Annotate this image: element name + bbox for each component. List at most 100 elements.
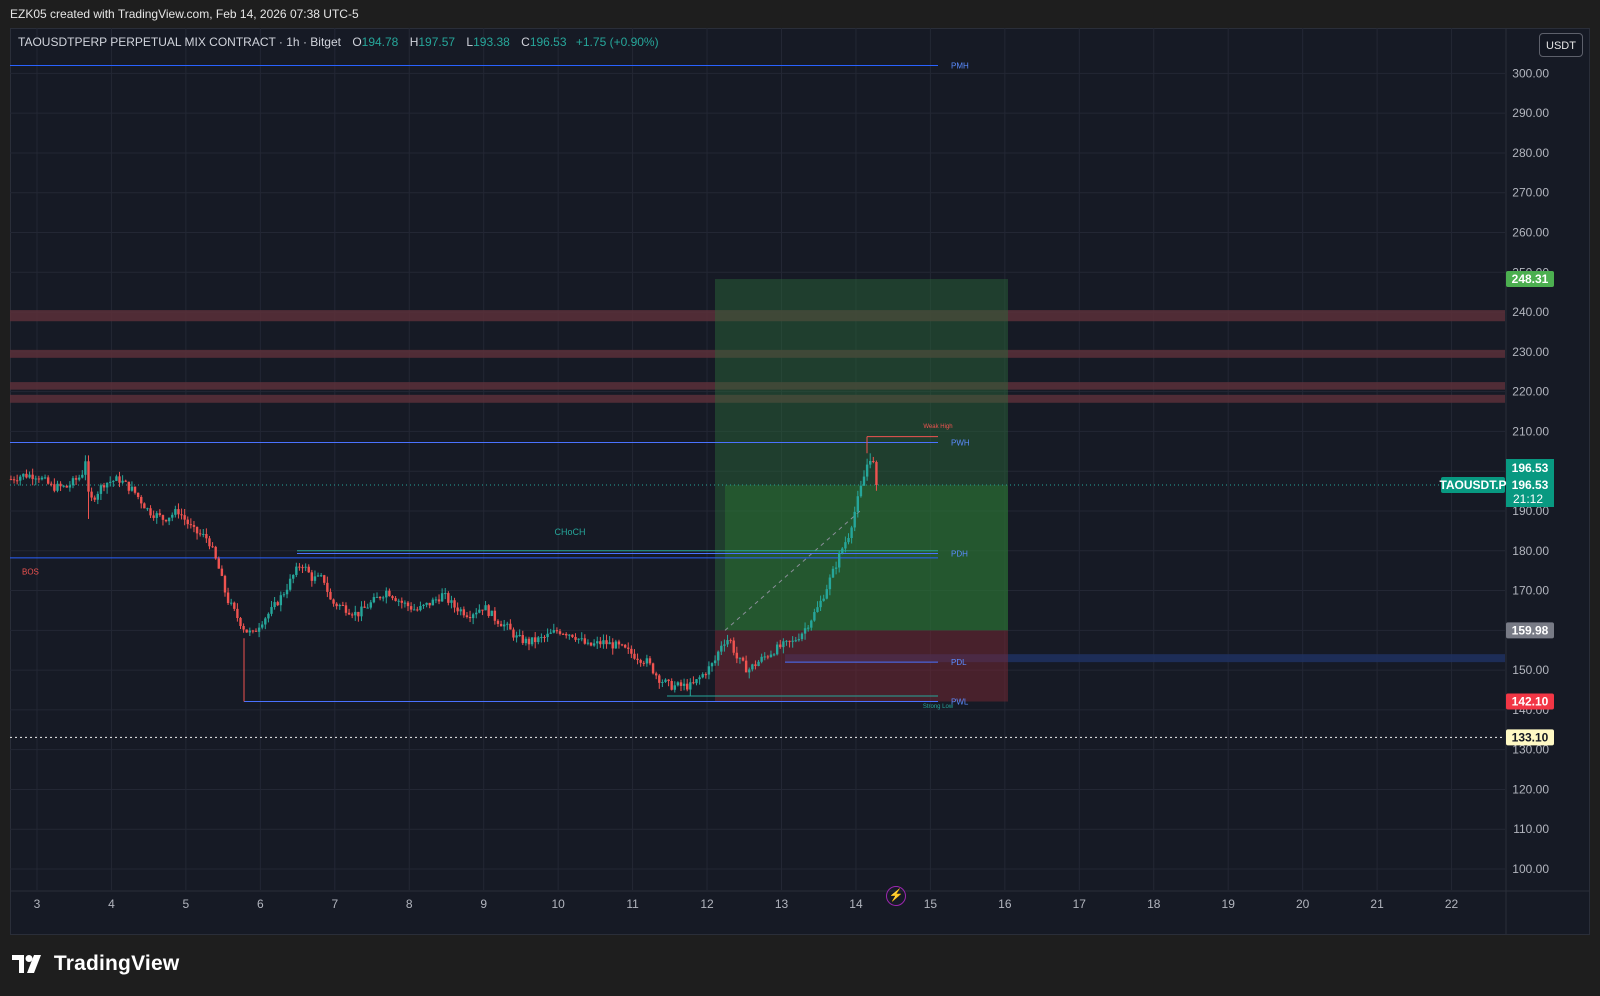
candle-body — [329, 591, 332, 600]
candle-body — [707, 666, 711, 675]
candle-body — [288, 578, 292, 590]
candle-body — [96, 493, 100, 500]
y-tick-label: 230.00 — [1512, 345, 1549, 359]
candle-body — [568, 634, 571, 636]
symbol-legend[interactable]: TAOUSDTPERP PERPETUAL MIX CONTRACT · 1h … — [18, 35, 659, 49]
candle-body — [847, 538, 850, 543]
candle-body — [233, 602, 236, 609]
candle-body — [741, 657, 745, 661]
candle-body — [496, 620, 500, 624]
x-tick-label: 13 — [775, 897, 789, 911]
supply-zone — [10, 382, 1505, 390]
candle-body — [130, 486, 134, 491]
tradingview-logo[interactable]: TradingView — [12, 952, 179, 982]
candle-body — [136, 492, 140, 497]
stop-price-label: 142.10 — [1512, 695, 1549, 709]
lightning-icon[interactable]: ⚡ — [886, 886, 906, 906]
candle-body — [596, 641, 599, 644]
close-label: C — [521, 35, 530, 49]
candle-body — [453, 600, 456, 608]
level-label-pmh: PMH — [951, 61, 969, 70]
x-tick-label: 14 — [849, 897, 863, 911]
candle-body — [350, 614, 354, 616]
candle-body — [735, 652, 739, 659]
candle-body — [298, 566, 301, 568]
candle-body — [772, 654, 776, 656]
candle-body — [152, 515, 155, 518]
candle-body — [605, 640, 608, 645]
candle-body — [651, 663, 655, 674]
candle-body — [481, 609, 484, 611]
candle-body — [323, 575, 326, 583]
candle-body — [102, 485, 106, 488]
candle-body — [84, 461, 87, 475]
chart-frame[interactable] — [10, 28, 1590, 935]
candle-body — [276, 602, 279, 606]
candle-body — [710, 663, 714, 667]
candle-body — [692, 682, 695, 684]
choch-label: CHoCH — [554, 527, 585, 537]
y-tick-label: 150.00 — [1512, 663, 1549, 677]
candle-body — [50, 483, 53, 485]
candle-body — [403, 602, 407, 604]
y-tick-label: 290.00 — [1512, 106, 1549, 120]
candle-body — [81, 474, 84, 478]
alert-price-label: 133.10 — [1512, 730, 1549, 744]
candle-body — [837, 552, 841, 568]
candle-body — [316, 575, 320, 577]
candle-body — [667, 679, 670, 681]
candle-body — [124, 480, 127, 482]
candle-body — [872, 461, 875, 463]
candle-body — [875, 462, 878, 486]
candle-body — [161, 515, 165, 520]
candle-body — [555, 630, 559, 632]
candle-body — [679, 682, 683, 686]
candle-body — [540, 636, 543, 638]
candle-body — [636, 658, 639, 661]
candle-body — [295, 566, 298, 575]
candle-body — [251, 630, 255, 632]
candle-body — [413, 609, 416, 611]
candle-body — [68, 485, 72, 488]
y-tick-label: 280.00 — [1512, 146, 1549, 160]
candle-body — [279, 595, 283, 606]
candle-body — [769, 654, 773, 657]
demand-zone — [785, 654, 1505, 663]
candle-body — [164, 519, 168, 522]
candle-body — [118, 476, 121, 483]
symbol-tag: TAOUSDT.P — [1439, 478, 1506, 492]
candle-body — [140, 496, 143, 504]
candle-body — [744, 660, 748, 673]
candle-body — [208, 538, 211, 547]
candle-body — [226, 592, 230, 604]
candle-body — [642, 662, 645, 664]
candle-body — [183, 515, 186, 520]
close-value: 196.53 — [529, 35, 567, 49]
candle-body — [608, 642, 611, 645]
open-value: 194.78 — [361, 35, 399, 49]
candle-body — [307, 566, 310, 573]
candle-body — [43, 477, 47, 479]
candle-body — [543, 636, 546, 638]
candle-body — [397, 600, 400, 602]
candle-body — [822, 598, 825, 601]
low-label: L — [466, 35, 474, 49]
candle-body — [46, 477, 50, 484]
y-tick-label: 120.00 — [1512, 782, 1549, 796]
candle-body — [689, 682, 692, 690]
low-value: 193.38 — [473, 35, 510, 49]
target-price-label-bg — [1506, 271, 1554, 288]
currency-button[interactable]: USDT — [1539, 33, 1583, 57]
candle-body — [381, 597, 385, 599]
candle-body — [310, 572, 314, 581]
candle-body — [394, 598, 397, 601]
candle-body — [385, 590, 388, 598]
x-tick-label: 19 — [1222, 897, 1236, 911]
candle-body — [459, 609, 462, 612]
level-label-pwh: PWH — [951, 439, 970, 448]
candle-body — [71, 478, 75, 486]
high-value: 197.57 — [418, 35, 456, 49]
candle-body — [695, 679, 698, 684]
candle-body — [440, 593, 444, 602]
